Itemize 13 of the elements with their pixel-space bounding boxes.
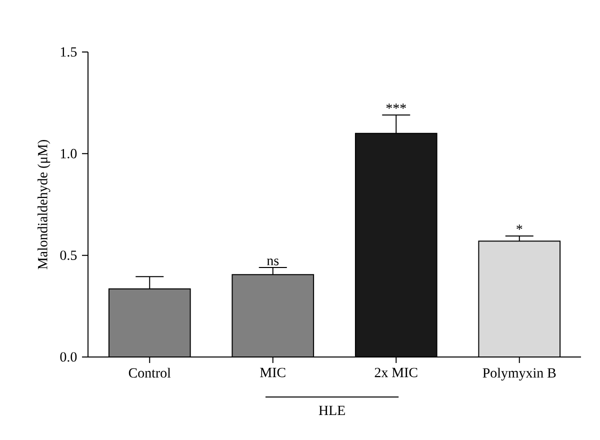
annotation: ns [266, 258, 279, 266]
x-tick-label: 2x MIC [374, 368, 418, 378]
y-tick-label: 0.5 [60, 250, 77, 260]
x-tick-label: MIC [260, 368, 286, 378]
y-axis-title: Malondialdehyde (μM) [38, 140, 50, 270]
text: HLE [318, 406, 345, 415]
x-tick-label: Polymyxin B [482, 368, 556, 381]
y-tick-label: 1.5 [60, 47, 77, 57]
y-tick-label: 0.0 [60, 352, 77, 362]
x-tick-label: Control [128, 368, 171, 378]
annotation: * [516, 224, 522, 230]
annotation: *** [386, 104, 406, 109]
y-tick-label: 1.0 [60, 148, 77, 158]
